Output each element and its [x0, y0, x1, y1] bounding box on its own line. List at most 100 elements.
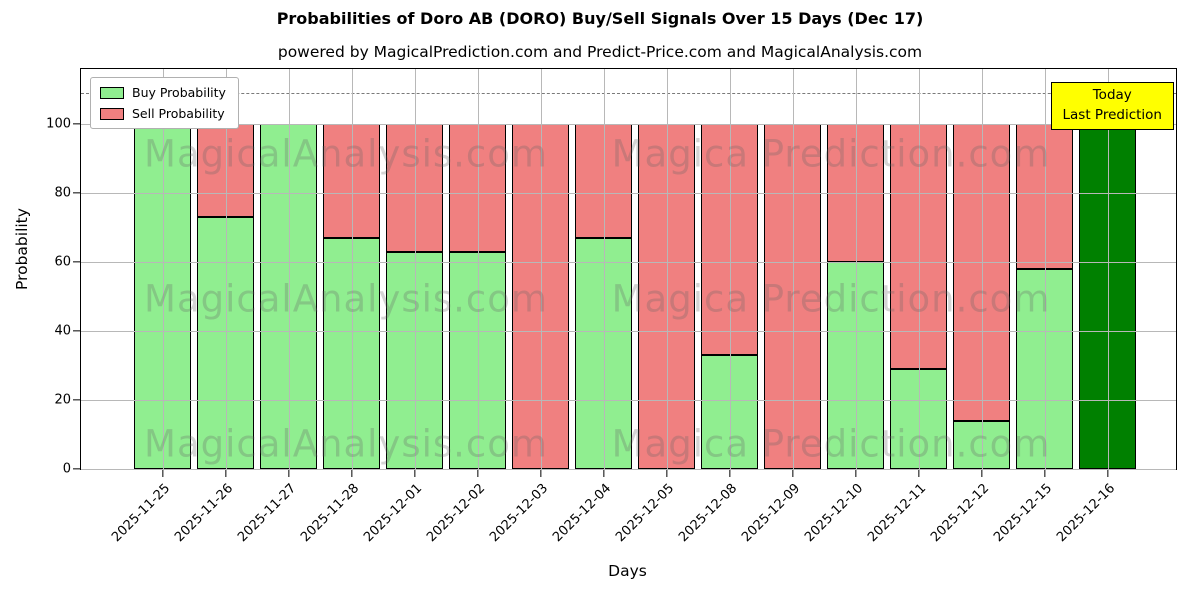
y-tick-label: 60 — [54, 254, 71, 270]
y-tick-mark — [73, 192, 81, 194]
buy-color-swatch — [100, 86, 124, 99]
bar-slot — [950, 69, 1013, 469]
bar-segment-sell — [764, 124, 821, 469]
stacked-bar — [890, 124, 947, 469]
bar-slot — [1076, 69, 1139, 469]
y-tick-label: 100 — [46, 116, 71, 132]
x-tick-mark — [539, 470, 542, 477]
stacked-bar — [953, 124, 1010, 469]
x-tick-mark — [413, 470, 416, 477]
x-gridline — [477, 69, 479, 469]
x-gridline — [918, 69, 920, 469]
x-tick-mark — [287, 470, 290, 477]
x-gridline — [225, 69, 227, 469]
y-tick-mark — [73, 468, 81, 470]
bar-segment-sell — [953, 124, 1010, 421]
x-tick-label: 2025-12-12 — [928, 481, 993, 546]
watermark-text: Magica Prediction.com — [611, 277, 1051, 321]
x-tick-label: 2025-12-16 — [1054, 481, 1119, 546]
x-tick-label: 2025-11-27 — [235, 481, 300, 546]
stacked-bar — [1016, 124, 1073, 469]
x-tick-label: 2025-12-05 — [613, 481, 678, 546]
bar-segment-sell — [1016, 124, 1073, 269]
watermark-text: Magica Prediction.com — [611, 422, 1051, 466]
x-tick-label: 2025-12-08 — [676, 481, 741, 546]
bar-segment-sell — [512, 124, 569, 469]
x-tick-mark — [476, 470, 479, 477]
bar-slot — [320, 69, 383, 469]
x-tick-mark — [791, 470, 794, 477]
x-tick-mark — [350, 470, 353, 477]
bar-slot — [572, 69, 635, 469]
x-tick-mark — [980, 470, 983, 477]
bar-slot — [509, 69, 572, 469]
legend-sell-label: Sell Probability — [132, 106, 225, 121]
y-gridline — [81, 331, 1176, 333]
x-tick-label: 2025-12-02 — [424, 481, 489, 546]
stacked-bar — [512, 124, 569, 469]
bar-slot — [257, 69, 320, 469]
bar-segment-buy — [890, 369, 947, 469]
today-annotation-line1: Today — [1092, 87, 1132, 103]
bar-segment-buy — [1016, 269, 1073, 469]
bar-segment-buy — [701, 355, 758, 469]
x-tick-label: 2025-12-11 — [865, 481, 930, 546]
stacked-bar — [764, 124, 821, 469]
bar-segment-sell — [323, 124, 380, 238]
stacked-bar — [134, 124, 191, 469]
bar-segment-buy — [449, 251, 506, 469]
bar-segment-buy — [134, 124, 191, 469]
y-gridline — [81, 400, 1176, 402]
y-gridline — [81, 193, 1176, 195]
x-tick-mark — [854, 470, 857, 477]
x-tick-label: 2025-12-10 — [802, 481, 867, 546]
bar-segment-today — [1079, 124, 1136, 469]
x-tick-label: 2025-12-09 — [739, 481, 804, 546]
y-gridline — [81, 469, 1176, 470]
bar-slot — [1013, 69, 1076, 469]
bar-segment-buy — [575, 237, 632, 469]
x-axis-label: Days — [608, 562, 647, 580]
stacked-bar — [323, 124, 380, 469]
x-tick-label: 2025-12-03 — [487, 481, 552, 546]
x-gridline — [288, 69, 290, 469]
legend-item-buy: Buy Probability — [100, 85, 226, 100]
today-annotation-box: Today Last Prediction — [1050, 82, 1174, 131]
bar-segment-buy — [197, 217, 254, 469]
stacked-bar — [386, 124, 443, 469]
watermark-text: MagicalAnalysis.com — [144, 277, 548, 321]
bar-slot — [131, 69, 194, 469]
bar-slot — [887, 69, 950, 469]
bar-slot — [824, 69, 887, 469]
bar-segment-sell — [386, 124, 443, 252]
bar-slot — [194, 69, 257, 469]
stacked-bar — [197, 124, 254, 469]
stacked-bar — [701, 124, 758, 469]
bar-slot — [698, 69, 761, 469]
y-tick-label: 20 — [54, 392, 71, 408]
x-gridline — [351, 69, 353, 469]
x-gridline — [540, 69, 542, 469]
legend-item-sell: Sell Probability — [100, 106, 226, 121]
x-tick-label: 2025-12-04 — [550, 481, 615, 546]
x-tick-label: 2025-12-15 — [991, 481, 1056, 546]
watermark-text: MagicalAnalysis.com — [144, 132, 548, 176]
bars-container — [81, 69, 1176, 469]
y-tick-mark — [73, 261, 81, 263]
stacked-bar — [638, 124, 695, 469]
chart-title: Probabilities of Doro AB (DORO) Buy/Sell… — [276, 9, 924, 28]
x-tick-label: 2025-11-28 — [298, 481, 363, 546]
bar-segment-sell — [197, 124, 254, 218]
x-tick-label: 2025-12-01 — [361, 481, 426, 546]
x-tick-mark — [665, 470, 668, 477]
bar-segment-sell — [638, 124, 695, 469]
x-tick-mark — [1106, 470, 1109, 477]
x-gridline — [603, 69, 605, 469]
y-tick-label: 0 — [62, 461, 71, 477]
x-gridline — [1044, 69, 1046, 469]
bar-segment-buy — [260, 124, 317, 469]
x-tick-mark — [917, 470, 920, 477]
x-gridline — [414, 69, 416, 469]
dashed-reference-line — [81, 93, 1176, 95]
